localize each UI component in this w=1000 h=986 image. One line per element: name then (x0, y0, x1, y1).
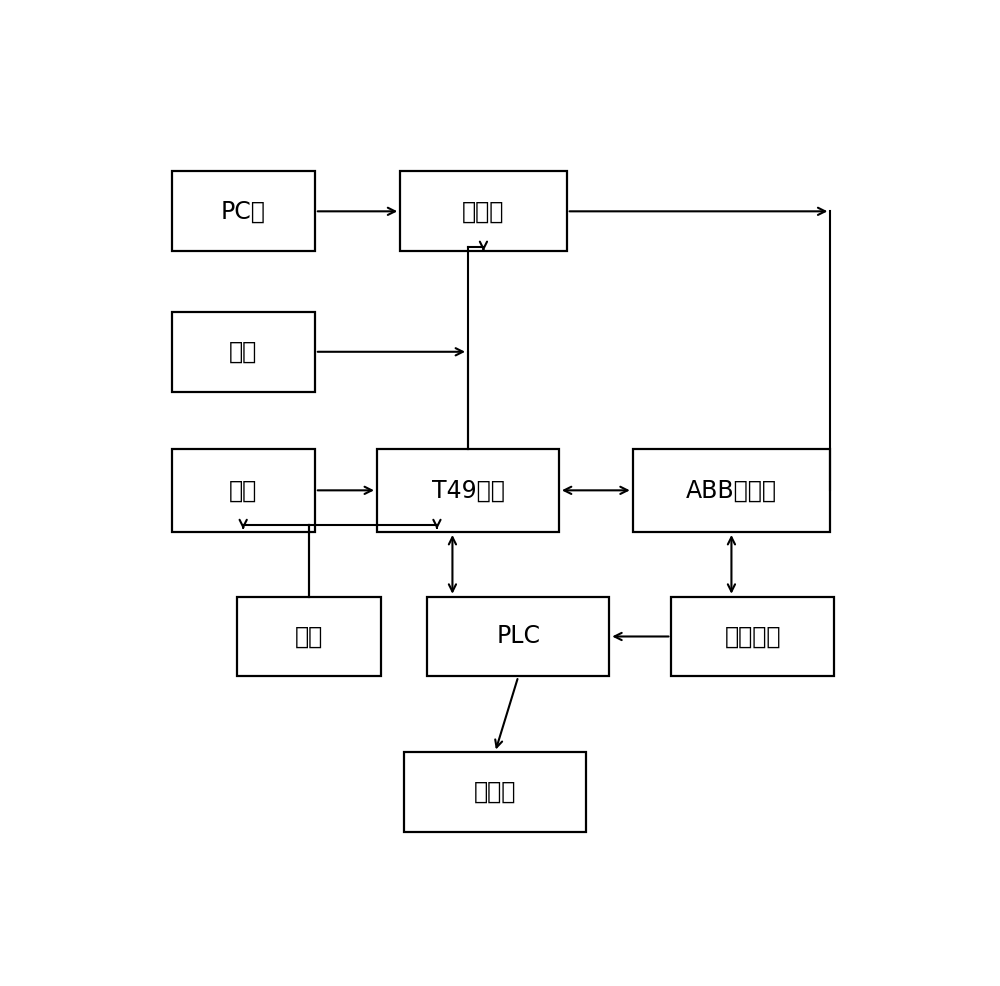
Text: T49相机: T49相机 (432, 478, 504, 502)
Bar (377, 449, 559, 532)
Bar (404, 752, 586, 832)
Text: 电源: 电源 (295, 624, 323, 649)
Text: PLC: PLC (496, 624, 540, 649)
Text: 气泵: 气泵 (229, 340, 257, 364)
Text: 光源: 光源 (229, 478, 257, 502)
Bar (172, 172, 315, 251)
Text: 路由器: 路由器 (462, 199, 505, 223)
Bar (671, 597, 834, 676)
Text: PC机: PC机 (221, 199, 266, 223)
Bar (172, 312, 315, 391)
Bar (172, 449, 315, 532)
Text: 限位开关: 限位开关 (724, 624, 781, 649)
Bar (237, 597, 381, 676)
Bar (427, 597, 609, 676)
Text: ABB机器人: ABB机器人 (686, 478, 777, 502)
Bar (400, 172, 567, 251)
Bar (633, 449, 830, 532)
Text: 流水线: 流水线 (474, 780, 516, 805)
